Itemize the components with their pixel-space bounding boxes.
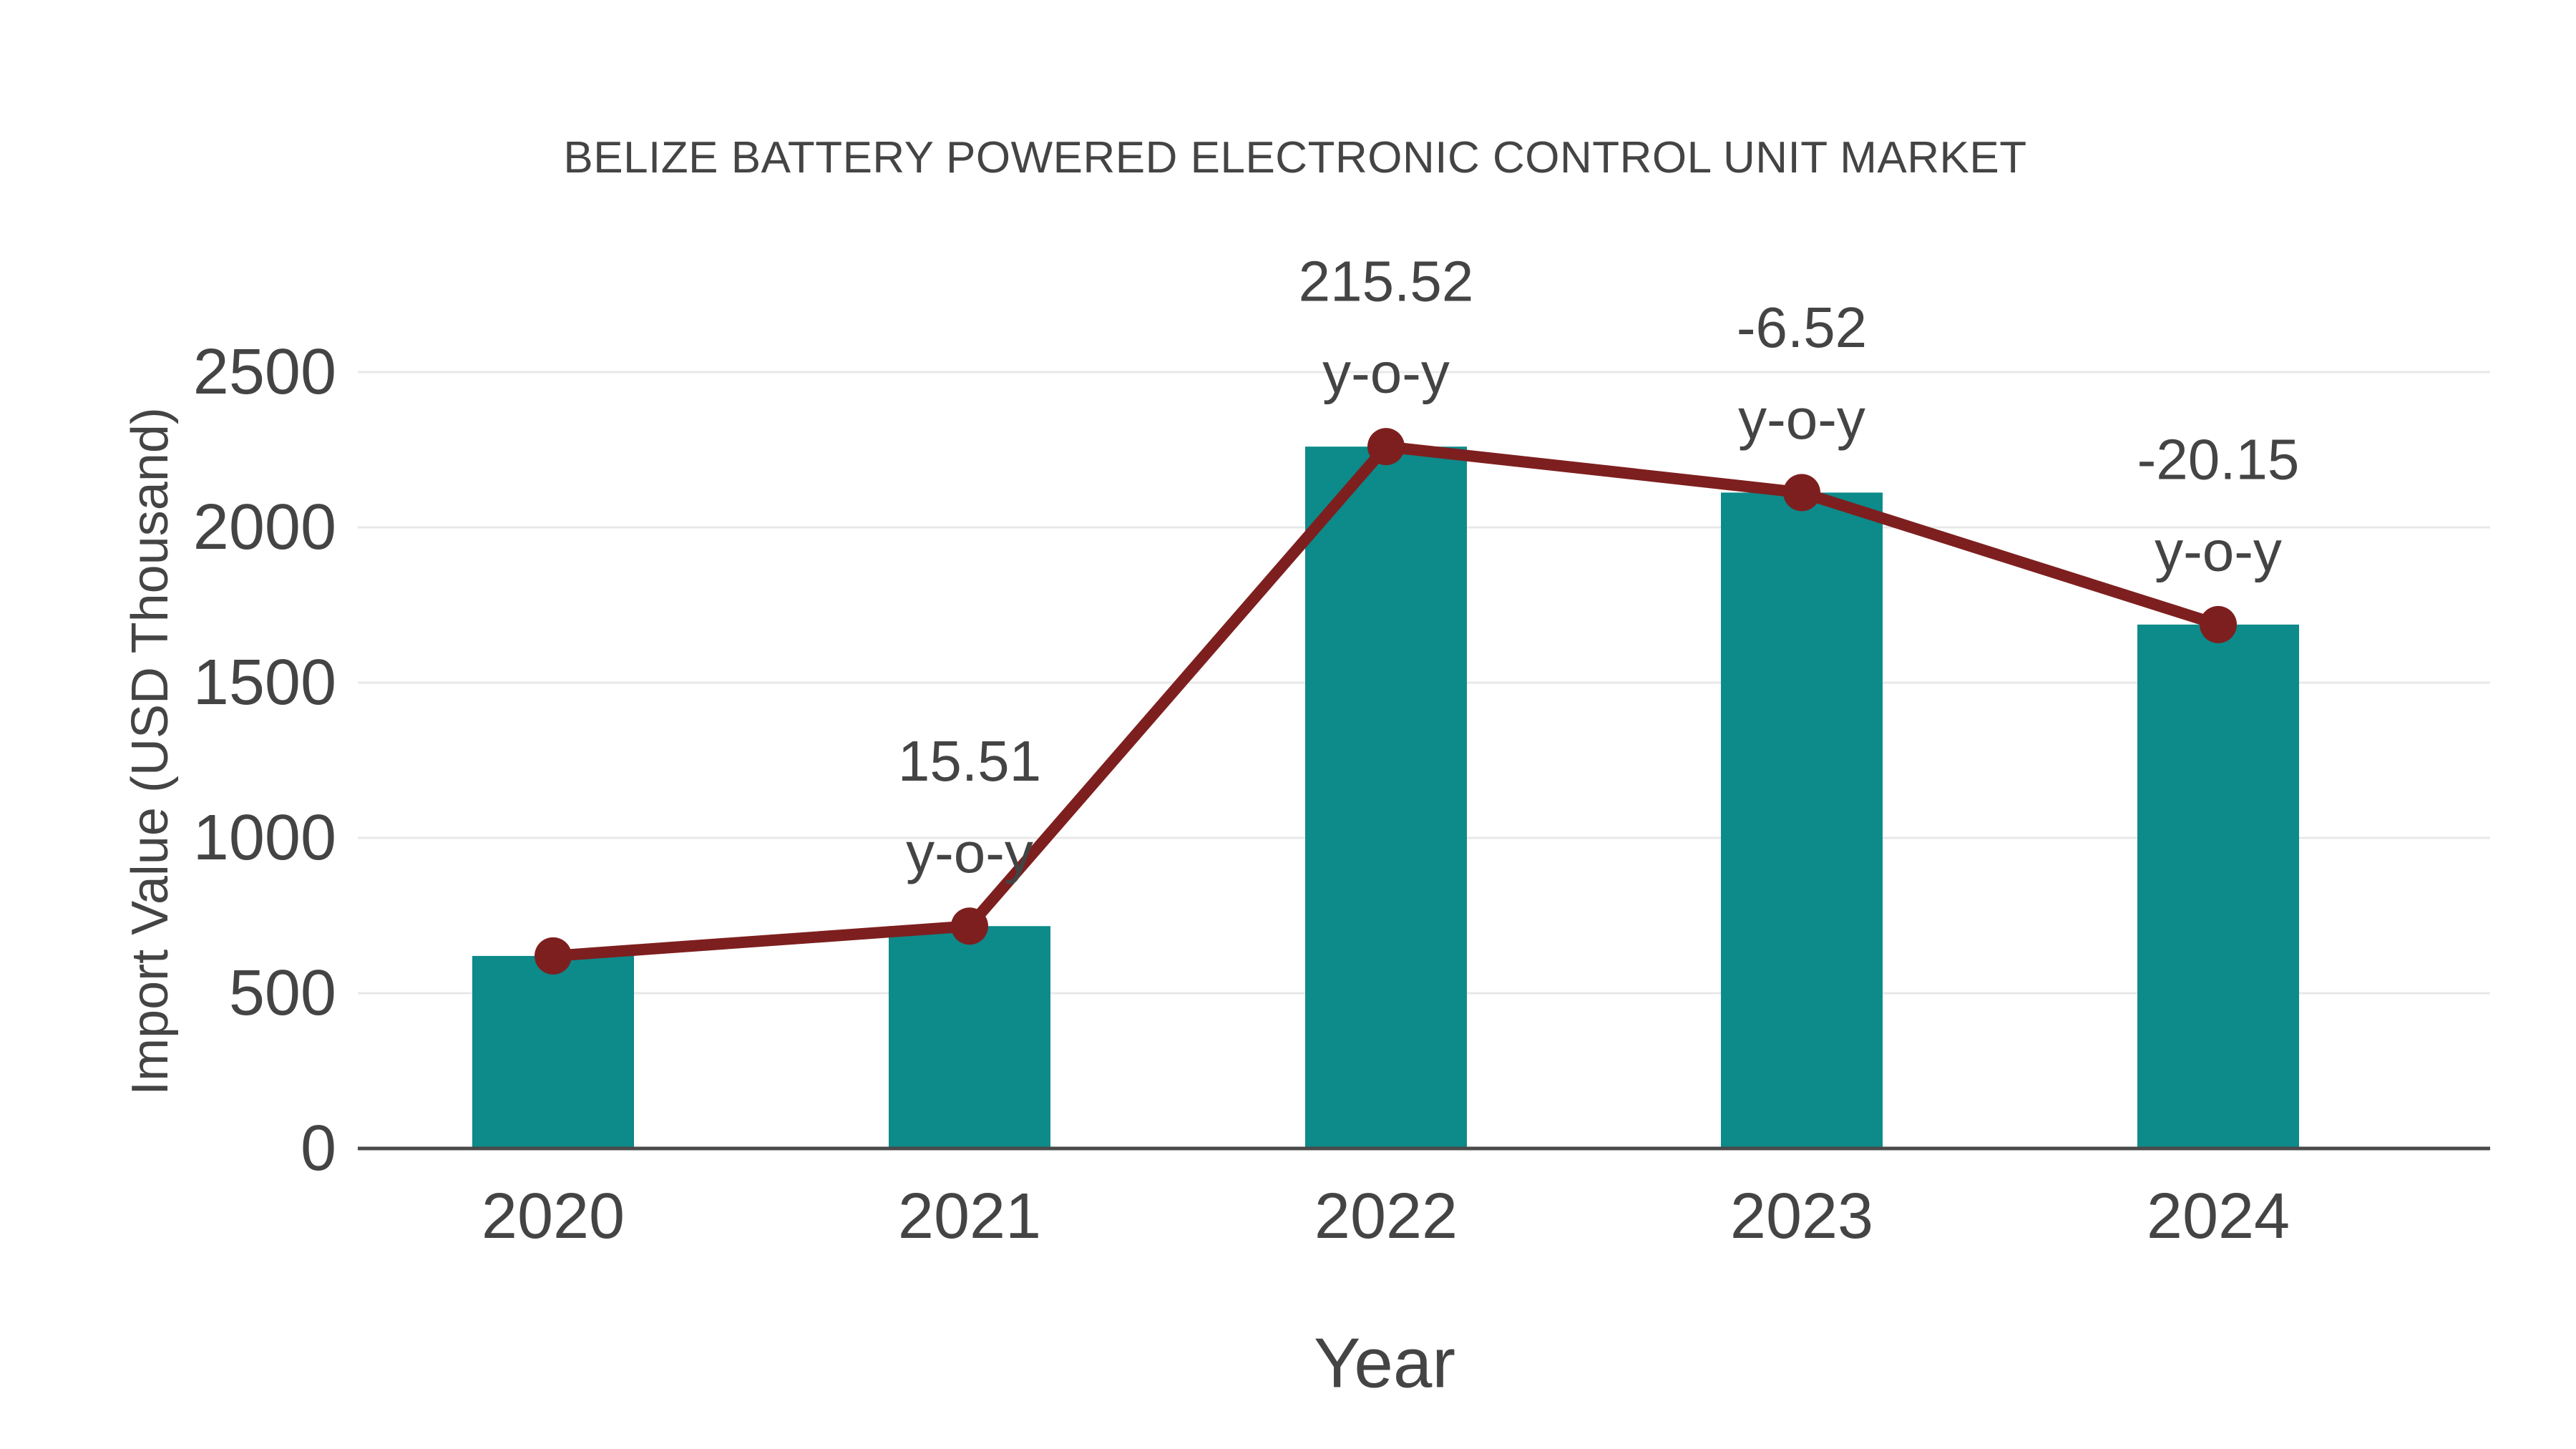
data-point-marker-2022 — [1367, 428, 1405, 466]
data-point-marker-2024 — [2200, 605, 2237, 643]
x-axis-title: Year — [1313, 1323, 1456, 1402]
y-tick-label: 0 — [301, 1113, 336, 1184]
x-tick-label: 2022 — [1314, 1181, 1458, 1252]
annotation-label-2024: y-o-y — [2155, 519, 2282, 582]
bar-2023 — [1721, 492, 1883, 1148]
bar-2024 — [2137, 624, 2299, 1148]
data-point-marker-2020 — [535, 937, 572, 975]
chart-title: BELIZE BATTERY POWERED ELECTRONIC CONTRO… — [563, 133, 2027, 182]
y-tick-label: 1500 — [193, 647, 336, 718]
y-tick-label: 2500 — [193, 336, 336, 408]
bar-2022 — [1305, 447, 1467, 1148]
bar-series — [472, 447, 2299, 1148]
x-tick-label: 2021 — [898, 1181, 1041, 1252]
y-tick-label: 500 — [229, 957, 336, 1029]
x-tick-label: 2023 — [1730, 1181, 1873, 1252]
bar-2020 — [472, 955, 634, 1148]
annotation-value-2022: 215.52 — [1299, 250, 1474, 313]
annotation-value-2021: 15.51 — [898, 729, 1041, 793]
data-point-marker-2023 — [1783, 474, 1820, 512]
y-tick-label: 2000 — [193, 492, 336, 563]
annotation-value-2024: -20.15 — [2137, 427, 2300, 491]
y-tick-label: 1000 — [193, 802, 336, 874]
annotation-label-2022: y-o-y — [1322, 341, 1450, 405]
annotation-label-2023: y-o-y — [1738, 387, 1865, 451]
x-tick-label: 2020 — [482, 1181, 625, 1252]
line-series — [535, 428, 2237, 975]
annotation-value-2023: -6.52 — [1737, 296, 1867, 359]
data-point-marker-2021 — [951, 907, 988, 945]
annotations: 15.51 y-o-y 215.52 y-o-y -6.52 y-o-y -20.15 y-o… — [898, 250, 2300, 884]
x-tick-label: 2024 — [2147, 1181, 2290, 1252]
x-tick-labels: 2020 2021 2022 2023 2024 — [482, 1181, 2290, 1252]
annotation-label-2021: y-o-y — [906, 821, 1033, 884]
bar-2021 — [889, 926, 1050, 1148]
y-tick-labels: 0 500 1000 1500 2000 2500 — [193, 336, 336, 1184]
